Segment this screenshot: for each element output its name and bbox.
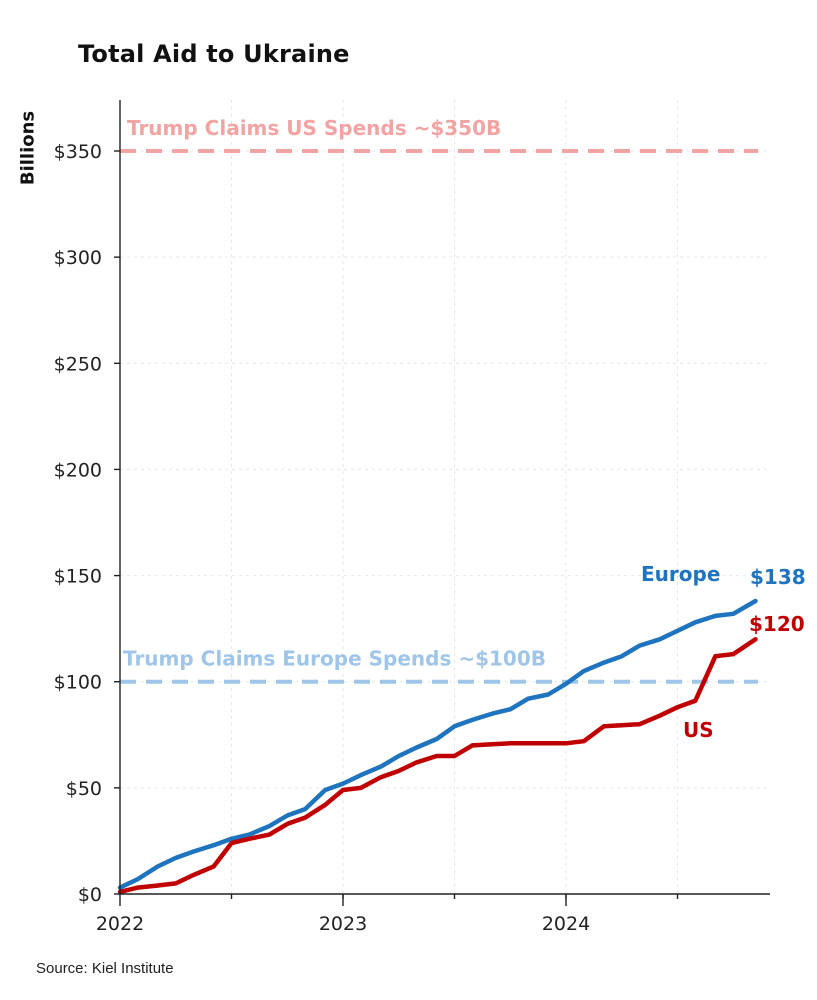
y-tick-label: $100 — [54, 672, 102, 694]
reference-label-us-claim: Trump Claims US Spends ~$350B — [127, 116, 501, 140]
series-end-value-us: $120 — [749, 612, 805, 636]
y-tick-label: $250 — [54, 353, 102, 375]
reference-lines: Trump Claims US Spends ~$350B Trump Claim… — [120, 116, 758, 684]
grid-layer — [120, 100, 770, 894]
x-tick-label: 2022 — [96, 913, 144, 935]
series-line-europe — [117, 598, 758, 890]
reference-label-europe-claim: Trump Claims Europe Spends ~$100B — [123, 647, 546, 671]
x-tick-label: 2024 — [542, 913, 590, 935]
series-line-us — [117, 637, 758, 895]
label-layer: Europe $138 $120 US — [641, 562, 806, 742]
series-name-us: US — [683, 718, 714, 742]
series-end-value-europe: $138 — [750, 565, 806, 589]
y-tick-label: $300 — [54, 247, 102, 269]
y-tick-label: $50 — [66, 778, 102, 800]
y-tick-label: $350 — [54, 141, 102, 163]
axis-layer: $0 $50 $100 $150 $200 $250 $300 $350 2022 2023 202… — [54, 100, 770, 935]
chart-title: Total Aid to Ukraine — [78, 40, 350, 68]
y-tick-label: $0 — [78, 884, 102, 906]
series-layer — [117, 598, 758, 895]
y-tick-label: $150 — [54, 566, 102, 588]
x-tick-label: 2023 — [319, 913, 367, 935]
source-note: Source: Kiel Institute — [36, 960, 174, 977]
y-tick-label: $200 — [54, 459, 102, 481]
series-name-europe: Europe — [641, 562, 720, 586]
